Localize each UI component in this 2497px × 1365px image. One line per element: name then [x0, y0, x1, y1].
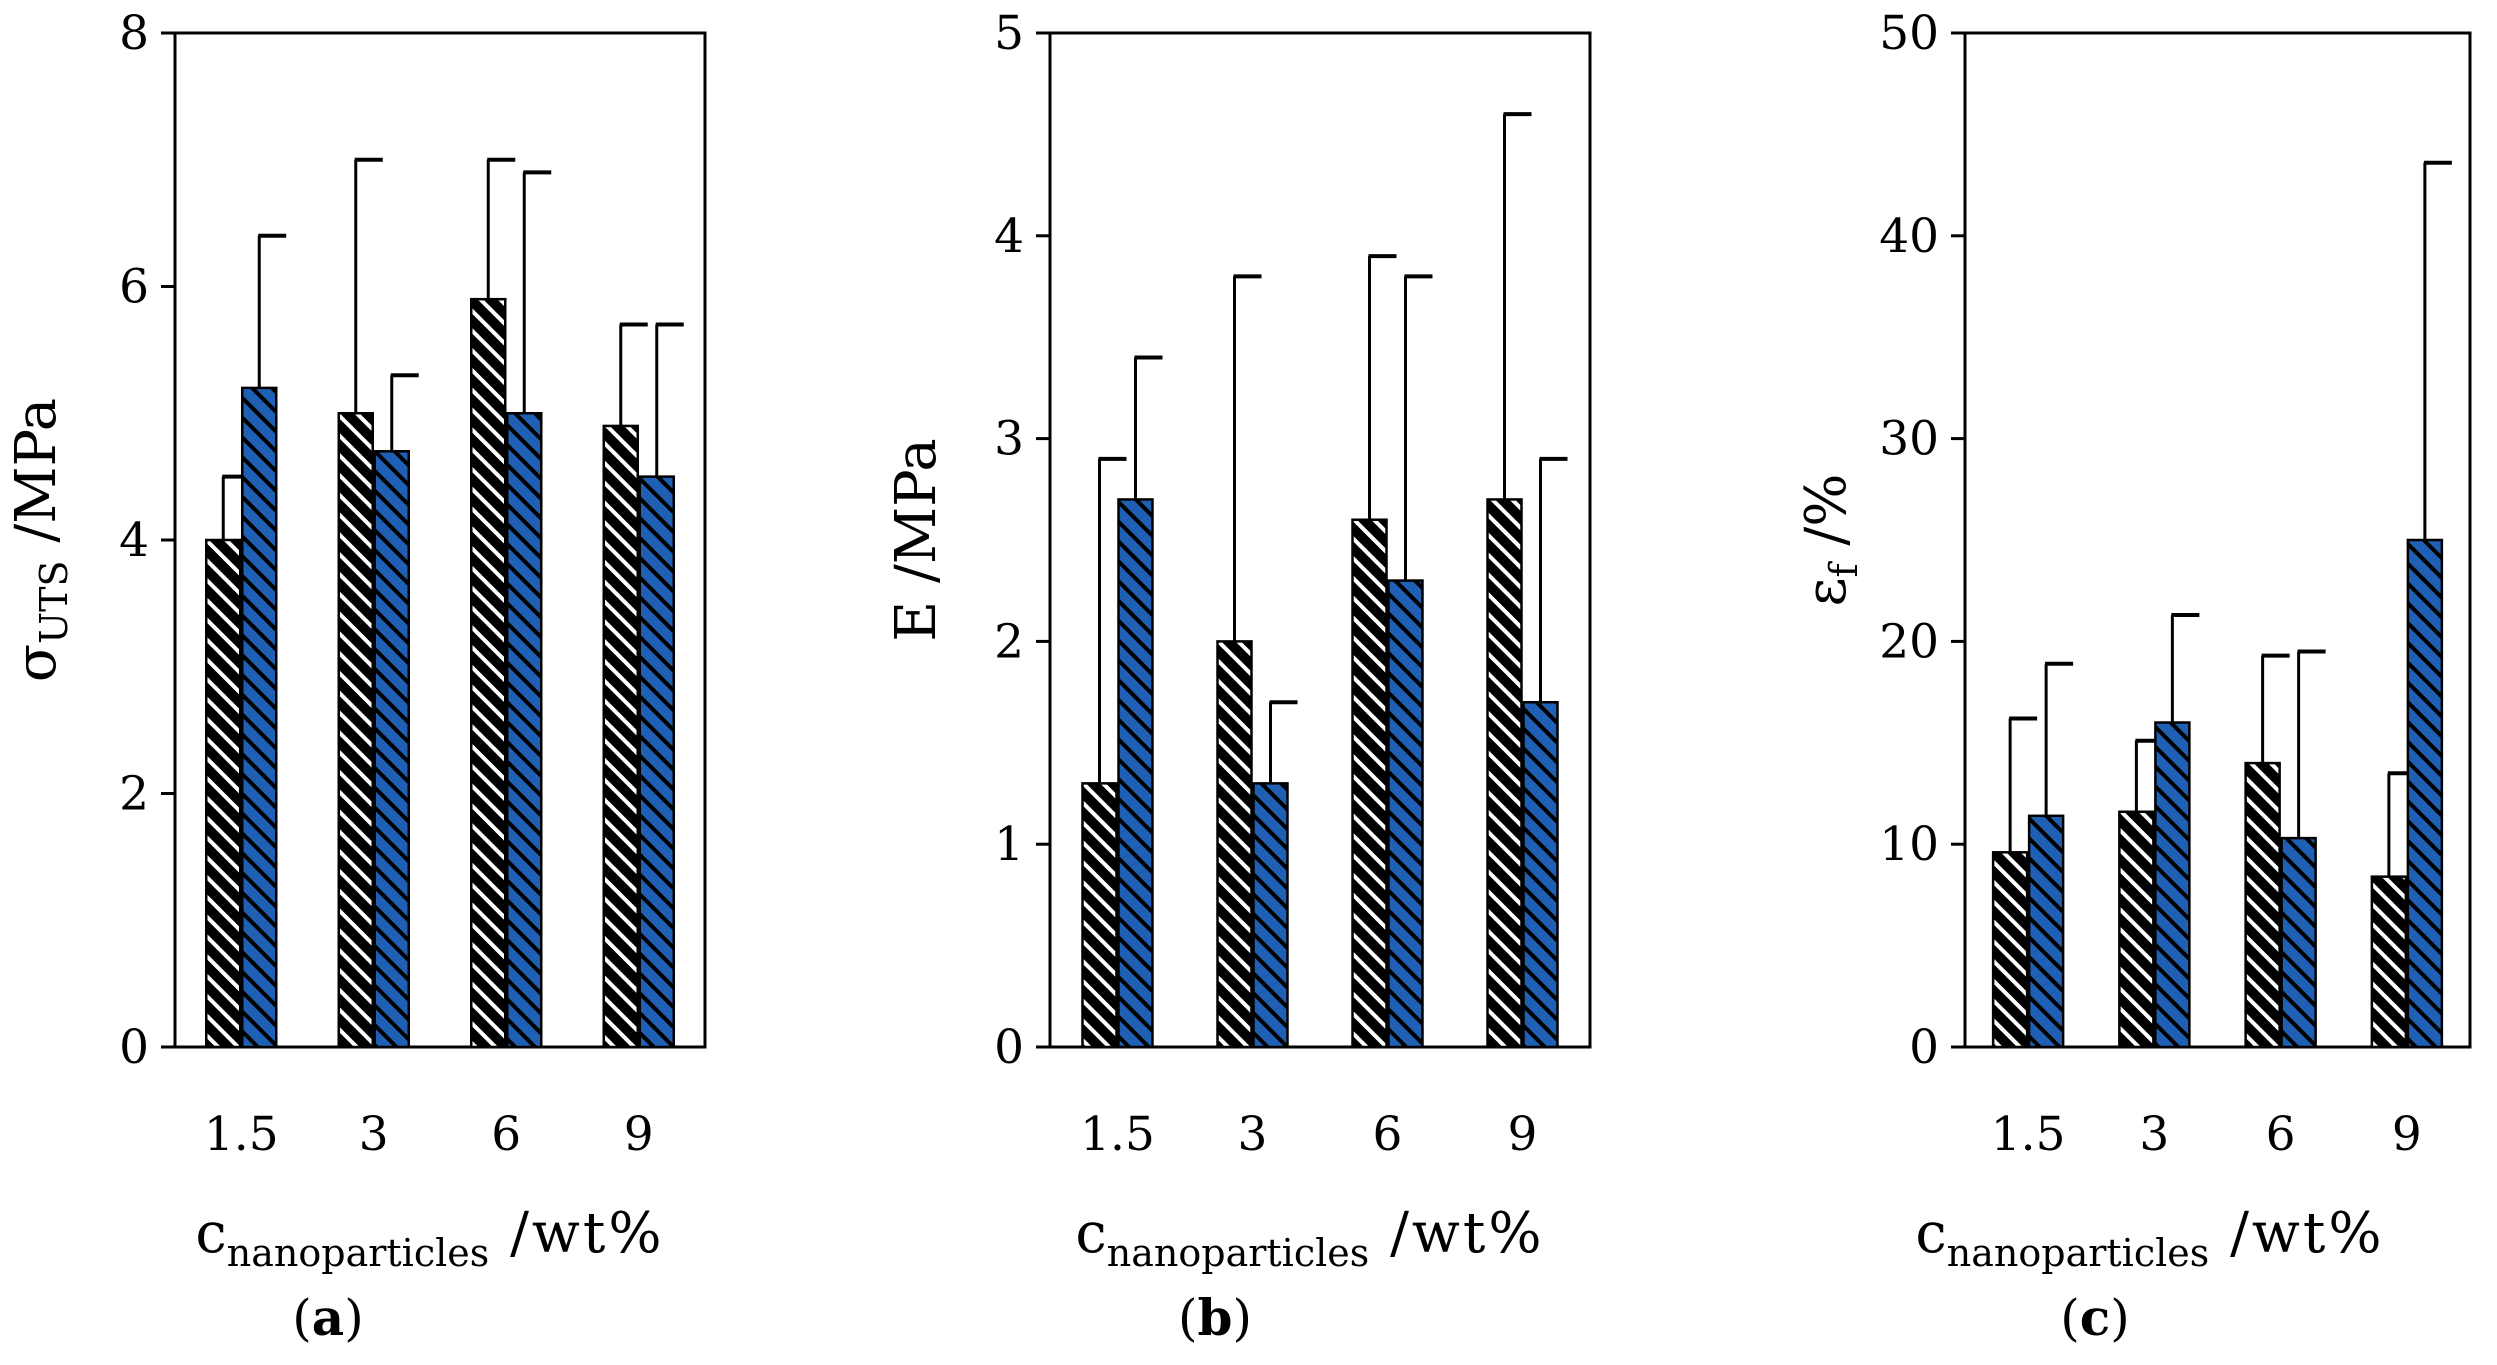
- y-tick-label: 0: [1909, 1020, 1939, 1075]
- x-axis-label-unit: /wt%: [489, 1201, 664, 1266]
- x-axis-label-main: c: [195, 1201, 226, 1266]
- bar-s2-9: [638, 475, 675, 1049]
- y-axis-label: E /MPa: [884, 438, 949, 641]
- x-tick-label: 3: [359, 1107, 389, 1162]
- y-tick-label: 0: [119, 1020, 149, 1075]
- bar-s2-1.5: [2027, 814, 2065, 1049]
- y-axis-label-subscript: f: [1822, 560, 1866, 577]
- y-tick-label: 2: [119, 767, 149, 822]
- x-tick-label: 3: [1238, 1107, 1268, 1162]
- x-axis-label: cnanoparticles /wt%: [1075, 1201, 1544, 1275]
- x-tick-label: 1.5: [1991, 1107, 2066, 1162]
- x-tick-label: 6: [491, 1107, 521, 1162]
- x-tick-label: 9: [1508, 1107, 1538, 1162]
- x-tick-label: 9: [624, 1107, 654, 1162]
- bar-s1-3: [1216, 640, 1253, 1049]
- x-axis-label-unit: /wt%: [1369, 1201, 1544, 1266]
- y-axis-label-unit: /MPa: [4, 398, 69, 561]
- y-tick-label: 40: [1879, 209, 1939, 264]
- x-axis-label-main: c: [1915, 1201, 1946, 1266]
- bar-s1-9: [2370, 875, 2408, 1049]
- y-axis-label-main: ε: [1794, 577, 1859, 606]
- x-axis-label-subscript: nanoparticles: [1947, 1231, 2209, 1275]
- panel-label-letter: a: [312, 1288, 344, 1347]
- chart-panel-a: 0 2 4 6 8 1.5 3 6 9 cnanoparticles /wt% σUTS /MPa (…: [4, 6, 707, 1347]
- x-axis-label-main: c: [1075, 1201, 1106, 1266]
- plot-frame: [1048, 31, 1592, 1049]
- x-tick-label: 1.5: [1080, 1107, 1155, 1162]
- x-tick-label: 1.5: [204, 1107, 279, 1162]
- panel-label-close: ): [344, 1289, 364, 1347]
- y-axis-label-unit: /%: [1794, 474, 1859, 564]
- chart-panel-b: 0 1 2 3 4 5 1.5 3 6 9 cnanoparticles /wt% E /MPa (b): [884, 6, 1592, 1347]
- bar-s2-6: [2280, 836, 2317, 1049]
- x-axis-label: cnanoparticles /wt%: [1915, 1201, 2384, 1275]
- bar-s1-3: [337, 412, 374, 1049]
- y-tick-label: 20: [1879, 614, 1939, 669]
- y-tick-label: 30: [1879, 412, 1939, 467]
- panel-label: (c): [2060, 1288, 2129, 1347]
- bar-s2-9: [2406, 538, 2444, 1049]
- y-tick-label: 3: [994, 412, 1024, 467]
- panel-label-letter: b: [1198, 1288, 1233, 1347]
- y-axis-label: σUTS /MPa: [4, 398, 76, 682]
- bar-s1-6: [1351, 518, 1388, 1049]
- y-tick-label: 1: [994, 817, 1024, 872]
- bar-s2-6: [506, 412, 543, 1049]
- bar-s1-3: [2118, 810, 2155, 1049]
- y-axis-label: εf /%: [1794, 474, 1866, 607]
- bar-s2-9: [1522, 700, 1559, 1049]
- y-tick-label: 10: [1879, 817, 1939, 872]
- y-axis-label-subscript: UTS: [32, 560, 76, 643]
- y-axis-label-main: E: [884, 601, 949, 642]
- bar-s1-1.5: [1081, 782, 1118, 1049]
- bar-s2-3: [1252, 782, 1289, 1049]
- y-axis-label-main: σ: [4, 644, 69, 682]
- panel-label: (b): [1178, 1288, 1252, 1347]
- bar-s2-1.5: [1117, 498, 1154, 1049]
- y-tick-label: 4: [994, 209, 1024, 264]
- bar-s2-1.5: [241, 386, 278, 1049]
- x-tick-label: 6: [1373, 1107, 1403, 1162]
- panel-label-open: (: [1178, 1289, 1198, 1347]
- panel-label-letter: c: [2080, 1288, 2110, 1347]
- y-tick-label: 50: [1879, 6, 1939, 61]
- panel-label: (a): [292, 1288, 363, 1347]
- panel-label-open: (: [292, 1289, 312, 1347]
- plot-frame: [1963, 31, 2472, 1049]
- y-tick-label: 2: [994, 614, 1024, 669]
- x-tick-label: 3: [2139, 1107, 2169, 1162]
- y-tick-label: 0: [994, 1020, 1024, 1075]
- bar-s1-1.5: [1991, 851, 2029, 1049]
- y-tick-label: 4: [119, 513, 149, 568]
- x-axis-label-subscript: nanoparticles: [1107, 1231, 1369, 1275]
- x-axis-label-subscript: nanoparticles: [227, 1231, 489, 1275]
- bar-s1-9: [602, 424, 639, 1049]
- y-axis-label-unit: /MPa: [884, 438, 949, 601]
- x-tick-label: 6: [2266, 1107, 2296, 1162]
- bar-s1-1.5: [205, 538, 242, 1049]
- bar-s2-3: [373, 450, 410, 1049]
- y-tick-label: 5: [994, 6, 1024, 61]
- y-tick-label: 6: [119, 260, 149, 315]
- bar-s1-9: [1486, 498, 1523, 1049]
- bar-s2-3: [2154, 721, 2191, 1049]
- x-axis-label: cnanoparticles /wt%: [195, 1201, 664, 1275]
- panel-label-open: (: [2060, 1289, 2080, 1347]
- bar-s2-6: [1387, 579, 1424, 1049]
- bar-s1-6: [2244, 761, 2281, 1049]
- y-tick-label: 8: [119, 6, 149, 61]
- panel-label-close: ): [1232, 1289, 1252, 1347]
- panel-label-close: ): [2110, 1289, 2130, 1347]
- x-tick-label: 9: [2392, 1107, 2422, 1162]
- bar-s1-6: [470, 297, 507, 1049]
- x-axis-label-unit: /wt%: [2209, 1201, 2384, 1266]
